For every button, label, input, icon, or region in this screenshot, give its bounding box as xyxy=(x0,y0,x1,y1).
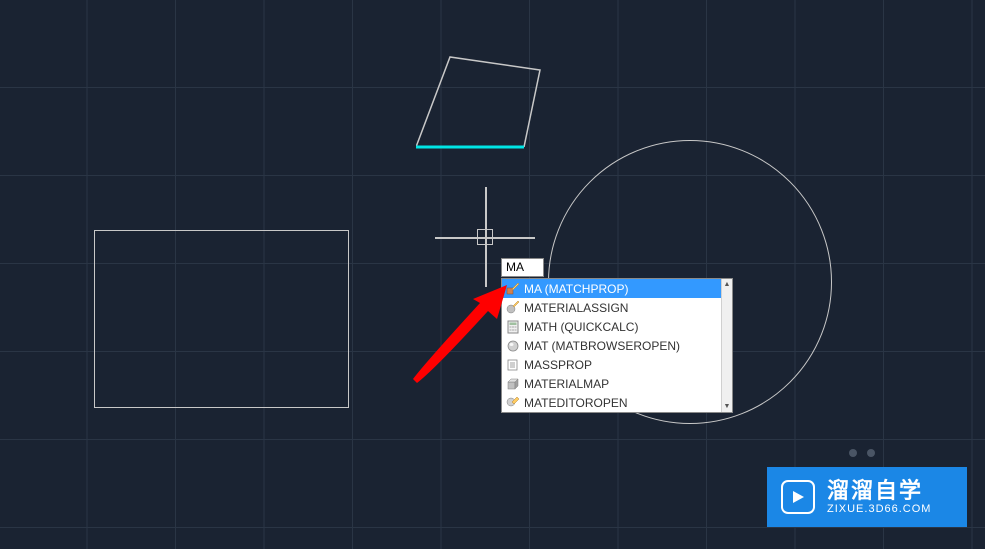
drawn-rectangle[interactable] xyxy=(94,230,349,408)
play-icon xyxy=(781,480,815,514)
dropdown-item-materialassign[interactable]: MATERIALASSIGN xyxy=(502,298,732,317)
dropdown-item-label: MATH (QUICKCALC) xyxy=(524,320,638,334)
dropdown-item-materialmap[interactable]: MATERIALMAP xyxy=(502,374,732,393)
command-input-box[interactable] xyxy=(501,258,544,277)
watermark-url: ZIXUE.3D66.COM xyxy=(827,503,931,516)
dropdown-item-math[interactable]: MATH (QUICKCALC) xyxy=(502,317,732,336)
dropdown-item-massprop[interactable]: MASSPROP xyxy=(502,355,732,374)
dropdown-item-mateditor[interactable]: MATEDITOROPEN xyxy=(502,393,732,412)
materialassign-icon xyxy=(506,301,520,315)
quad-outline xyxy=(416,57,540,147)
dropdown-scrollbar[interactable]: ▲ ▼ xyxy=(721,279,732,412)
dropdown-item-label: MAT (MATBROWSEROPEN) xyxy=(524,339,680,353)
watermark-logo: 溜溜自学 ZIXUE.3D66.COM xyxy=(767,467,967,527)
decorative-dots xyxy=(849,449,875,457)
scrollbar-arrow-up-icon[interactable]: ▲ xyxy=(722,279,732,290)
dropdown-item-matchprop[interactable]: MA (MATCHPROP) xyxy=(502,279,732,298)
command-input[interactable] xyxy=(506,260,539,274)
dropdown-item-label: MATEDITOROPEN xyxy=(524,396,628,410)
drawn-quadrilateral[interactable] xyxy=(416,55,556,155)
calc-icon xyxy=(506,320,520,334)
dropdown-item-label: MATERIALASSIGN xyxy=(524,301,628,315)
materialmap-icon xyxy=(506,377,520,391)
dropdown-item-label: MATERIALMAP xyxy=(524,377,609,391)
dropdown-item-label: MASSPROP xyxy=(524,358,592,372)
matchprop-icon xyxy=(506,282,520,296)
massprop-icon xyxy=(506,358,520,372)
watermark-text: 溜溜自学 ZIXUE.3D66.COM xyxy=(827,478,931,516)
scrollbar-arrow-down-icon[interactable]: ▼ xyxy=(722,401,732,412)
mateditor-icon xyxy=(506,396,520,410)
matbrowser-icon xyxy=(506,339,520,353)
dropdown-item-matbrowser[interactable]: MAT (MATBROWSEROPEN) xyxy=(502,336,732,355)
dropdown-item-label: MA (MATCHPROP) xyxy=(524,282,628,296)
watermark-title: 溜溜自学 xyxy=(827,478,931,503)
command-autocomplete-dropdown[interactable]: MA (MATCHPROP) MATERIALASSIGN MATH (QUIC… xyxy=(501,278,733,413)
